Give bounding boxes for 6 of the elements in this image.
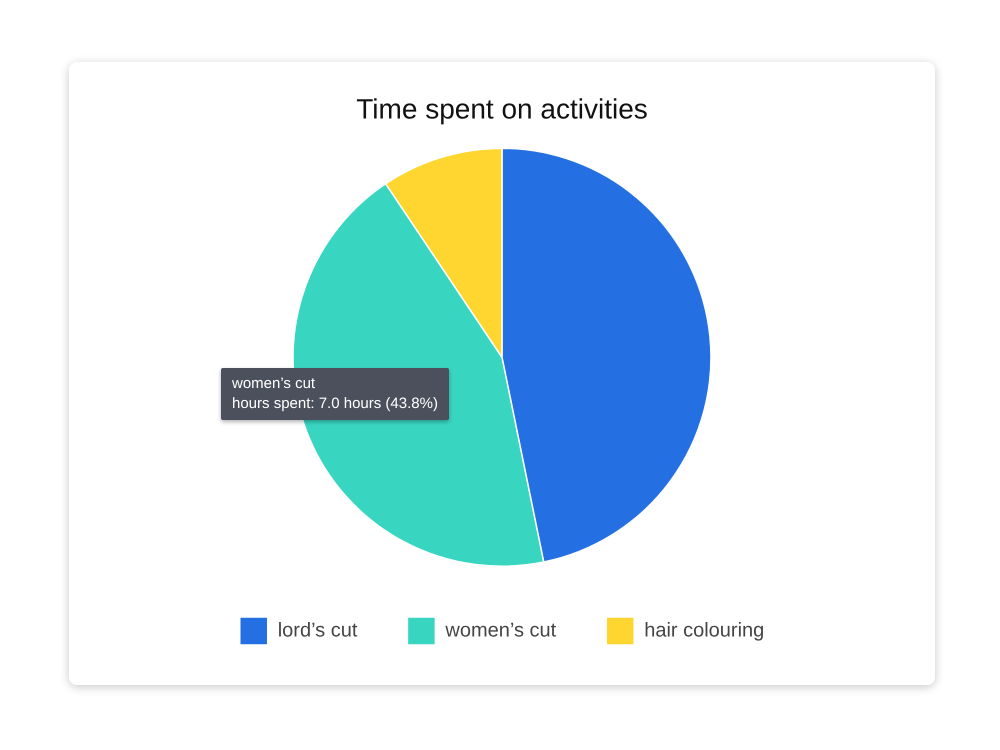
legend-label: women’s cut — [444, 620, 557, 642]
legend-label: hair colouring — [644, 620, 764, 642]
chart-title: Time spent on activities — [356, 94, 648, 125]
text: hours spent: 7.0 hours (43.8%) — [232, 394, 438, 414]
text: women’s cut — [232, 374, 316, 394]
legend-label: lord’s cut — [278, 620, 358, 642]
